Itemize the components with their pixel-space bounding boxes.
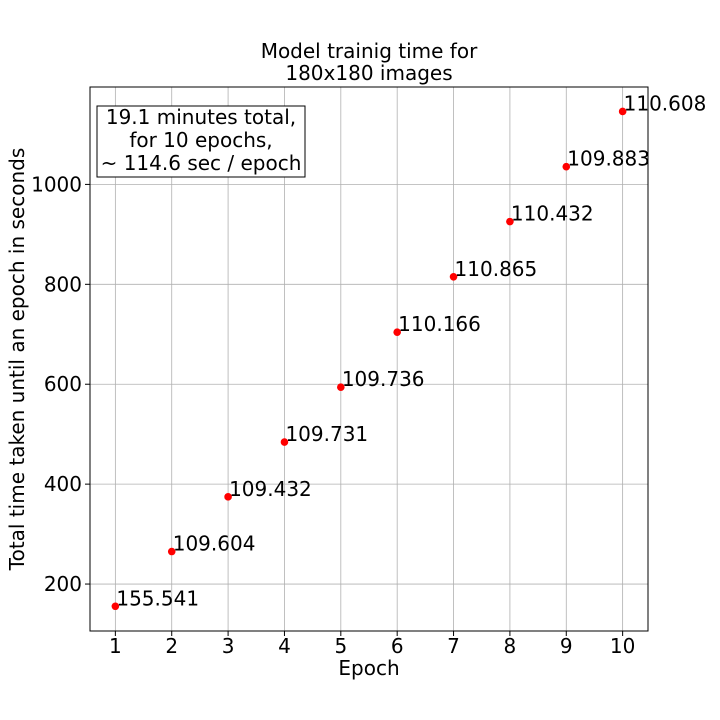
data-label: 109.883 xyxy=(567,147,650,171)
data-label: 155.541 xyxy=(116,586,199,610)
y-tick-label: 400 xyxy=(44,472,82,496)
x-axis-ticks: 1 2 3 4 5 6 7 8 9 10 xyxy=(109,631,635,658)
summary-annotation-box: 19.1 minutes total, for 10 epochs, ~ 114… xyxy=(96,105,306,178)
data-point xyxy=(280,438,289,446)
grid-lines xyxy=(90,87,648,631)
chart-title-line-2: 180x180 images xyxy=(285,61,452,85)
x-tick-label: 5 xyxy=(334,634,347,658)
x-tick-label: 3 xyxy=(222,634,235,658)
data-label: 110.432 xyxy=(511,202,594,226)
plot-area xyxy=(89,86,649,632)
data-label: 110.865 xyxy=(455,257,538,281)
x-tick-label: 6 xyxy=(391,634,404,658)
data-point xyxy=(111,602,120,611)
data-label: 109.432 xyxy=(229,477,312,501)
data-point xyxy=(393,328,401,336)
x-axis-label: Epoch xyxy=(338,656,399,680)
data-point xyxy=(562,162,571,171)
data-point xyxy=(449,272,458,281)
data-label: 110.608 xyxy=(624,91,707,115)
data-point xyxy=(224,493,232,501)
data-point xyxy=(506,217,514,226)
data-point xyxy=(337,383,345,392)
y-tick-label: 800 xyxy=(44,272,82,296)
data-labels: 155.541 109.604 109.432 109.731 109.736 110.1… xyxy=(116,91,706,610)
annotation-frame xyxy=(96,105,306,178)
x-tick-label: 9 xyxy=(560,634,573,658)
data-point xyxy=(618,107,627,116)
data-point xyxy=(167,547,176,556)
data-points xyxy=(111,107,627,611)
data-label: 109.604 xyxy=(173,532,256,556)
y-axis-ticks: 200 400 600 800 1000 xyxy=(31,172,90,596)
annotation-line-3: ~ 114.6 sec / epoch xyxy=(101,151,302,175)
x-tick-label: 8 xyxy=(504,634,517,658)
annotation-line-1: 19.1 minutes total, xyxy=(106,105,296,129)
chart-title-line-1: Model trainig time for xyxy=(261,39,478,63)
x-tick-label: 2 xyxy=(165,634,178,658)
y-tick-label: 200 xyxy=(44,572,82,596)
y-tick-label: 1000 xyxy=(31,172,82,196)
x-tick-label: 10 xyxy=(610,634,635,658)
x-tick-label: 4 xyxy=(278,634,291,658)
x-tick-label: 1 xyxy=(109,634,122,658)
y-tick-label: 600 xyxy=(44,372,82,396)
data-label: 109.736 xyxy=(342,367,425,391)
data-label: 109.731 xyxy=(285,422,368,446)
x-tick-label: 7 xyxy=(447,634,460,658)
data-label: 110.166 xyxy=(398,312,481,336)
annotation-line-2: for 10 epochs, xyxy=(129,128,272,152)
y-axis-label: Total time taken until an epoch in secon… xyxy=(5,148,29,571)
